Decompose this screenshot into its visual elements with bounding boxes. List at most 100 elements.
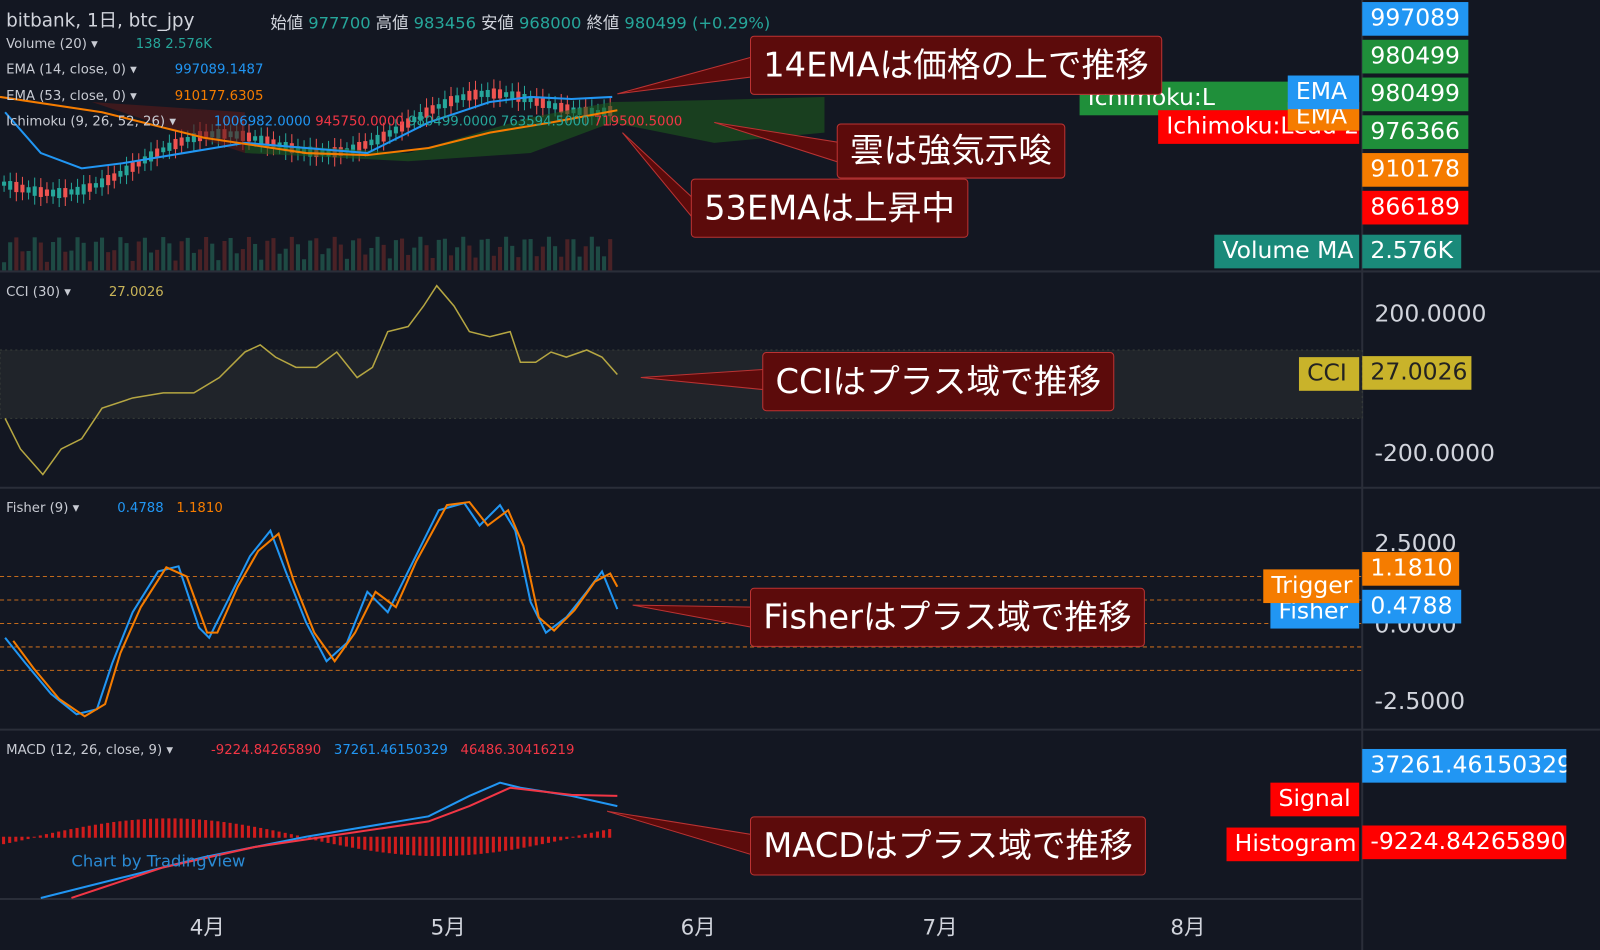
decoration [344,258,349,271]
indicator[interactable]: Ichimoku (9, 26, 52, 26) [6,114,166,130]
decoration [142,819,146,838]
watermark[interactable]: Chart by TradingView [71,851,246,871]
decoration [381,131,386,142]
decoration [461,836,465,856]
indicator[interactable]: Volume (20) [6,36,87,53]
decoration [381,836,385,853]
decoration [124,243,129,271]
decoration [436,239,441,271]
decoration [497,246,503,271]
indicator[interactable]: EMA (14, close, 0) [6,62,126,78]
decoration [44,189,49,196]
decoration [14,181,19,193]
decoration [406,254,411,271]
decoration [106,252,111,271]
decoration [179,241,184,271]
decoration [2,836,6,845]
decoration [161,147,166,153]
indicator[interactable]: EMA (53, close, 0) [6,88,126,105]
decoration [473,257,478,271]
decoration [399,121,405,132]
legend: Fisher (9) ▾ 0.4788 1.1810 [6,501,223,517]
value: -9224.84265890 [210,742,322,759]
decoration [455,836,459,856]
decoration [26,250,31,271]
decoration [191,133,196,143]
value: 910177.6305 [174,88,264,105]
decoration [142,237,147,271]
decoration [504,92,509,97]
indicator[interactable]: CCI (30) [6,284,61,300]
price-tag: 27.0026 [1362,356,1472,390]
decoration [155,148,160,158]
x-axis-label: 5月 [430,915,466,940]
value: 46486.30416219 [460,742,575,759]
decoration [32,186,37,196]
decoration [375,134,380,145]
decoration [595,831,599,838]
decoration [338,244,343,271]
decoration [424,836,428,856]
decoration [369,247,374,271]
decoration [75,186,80,195]
decoration [240,824,244,838]
legend: CCI (30) ▾ 27.0026 [6,284,164,300]
value: 2.576K [165,36,212,53]
decoration [283,832,287,838]
decoration [124,165,129,176]
decoration [69,250,74,271]
decoration [51,832,55,838]
decoration [448,836,453,856]
decoration [387,258,392,271]
decoration [179,818,183,838]
decoration [540,836,544,845]
decoration [412,247,417,271]
decoration [130,820,134,838]
decoration [485,238,490,271]
decoration [148,818,153,838]
change: (+0.29%) [691,13,771,33]
decoration [565,836,569,840]
series-label: Ichimoku:L [1079,81,1317,116]
value: 763594.5000 [500,114,590,130]
decoration [246,236,252,271]
series-label: EMA [1287,75,1360,110]
decoration [14,836,18,842]
indicator[interactable]: Fisher (9) [6,501,69,517]
decoration [51,189,56,197]
decoration [320,254,325,271]
indicator[interactable]: MACD (12, 26, close, 9) [6,742,163,759]
axis-label: -2.5000 [1374,688,1466,716]
decoration [442,836,446,857]
legend: Volume (20) ▾ 138 2.576K [6,36,212,53]
decoration [473,89,478,100]
decoration [197,819,202,838]
decoration [583,246,588,271]
decoration [326,836,330,843]
decoration [197,249,203,271]
decoration [271,139,276,148]
decoration [283,248,288,271]
decoration [265,240,270,271]
decoration [259,827,263,838]
price-tag: 910178 [1362,153,1469,187]
decoration [589,832,593,838]
decoration [357,238,362,271]
price-tag: 2.576K [1362,234,1462,269]
decoration [393,240,398,271]
decoration [546,236,552,271]
decoration [99,237,105,271]
decoration [418,112,423,120]
decoration [381,244,386,271]
decoration [222,822,226,838]
value: 980499.0000 [408,114,497,130]
legend: EMA (53, close, 0) ▾ 910177.6305 [6,88,264,105]
decoration [69,189,74,195]
decoration [473,836,477,855]
decoration [546,101,552,109]
x-axis-label: 4月 [189,915,225,940]
decoration [314,238,319,271]
symbol[interactable]: bitbank, 1日, btc_jpy [6,10,195,32]
decoration [534,96,539,106]
